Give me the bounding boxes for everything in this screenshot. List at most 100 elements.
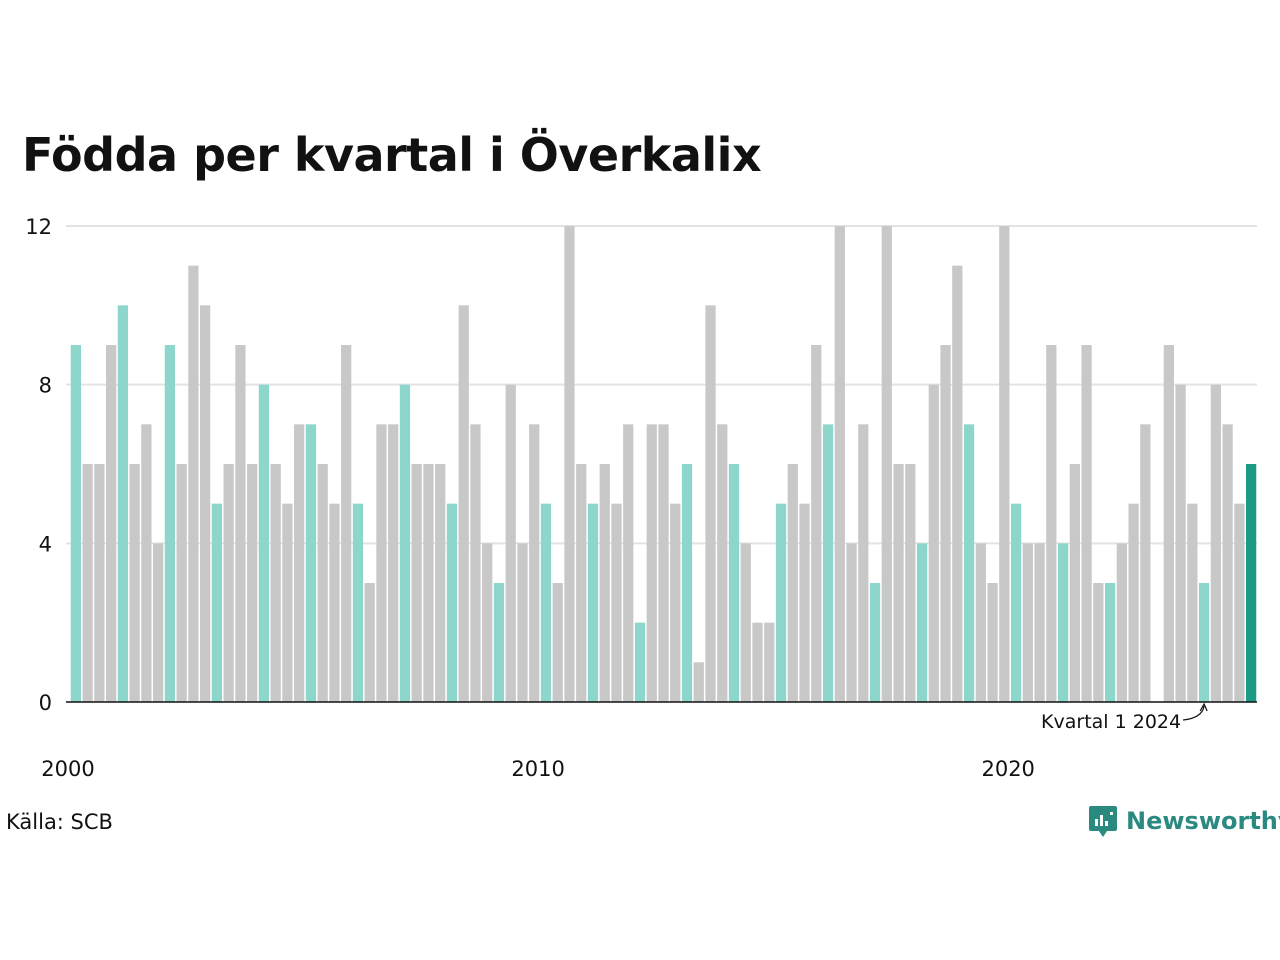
bar	[258, 384, 270, 702]
bar	[282, 503, 293, 702]
bar	[1104, 583, 1116, 702]
bar	[1046, 345, 1057, 702]
bar	[999, 226, 1010, 702]
annotation-arrow	[1183, 705, 1205, 721]
bar	[940, 345, 951, 702]
bar	[728, 464, 740, 702]
bar	[117, 305, 129, 702]
bar	[164, 345, 176, 702]
bar	[752, 622, 763, 702]
bar	[705, 305, 716, 702]
bar	[1245, 464, 1257, 702]
bar	[423, 464, 434, 702]
bar	[376, 424, 387, 702]
bar	[611, 503, 622, 702]
bar	[517, 543, 528, 702]
y-tick-label: 12	[25, 215, 52, 239]
bar	[540, 503, 552, 702]
bar	[529, 424, 540, 702]
bar	[1069, 464, 1080, 702]
bar	[352, 503, 364, 702]
bar	[1222, 424, 1233, 702]
bar	[411, 464, 422, 702]
y-tick-label: 8	[39, 374, 52, 398]
bar	[70, 345, 82, 702]
bar	[82, 464, 93, 702]
bar	[305, 424, 317, 702]
newsworthy-logo-icon	[1089, 806, 1117, 837]
bar	[658, 424, 669, 702]
annotation-label: Kvartal 1 2024	[1041, 711, 1181, 733]
bar	[1234, 503, 1245, 702]
bar	[634, 622, 646, 702]
bar	[564, 226, 575, 702]
bar	[740, 543, 751, 702]
bar	[646, 424, 657, 702]
bar	[587, 503, 599, 702]
bar	[94, 464, 105, 702]
bar	[1163, 345, 1174, 702]
bar	[493, 583, 505, 702]
bar	[869, 583, 881, 702]
x-tick-label: 2020	[981, 757, 1034, 781]
bar	[505, 384, 516, 702]
bar	[270, 464, 281, 702]
x-tick-label: 2010	[511, 757, 564, 781]
bar	[975, 543, 986, 702]
bar	[623, 424, 634, 702]
bar	[881, 226, 892, 702]
bar	[1057, 543, 1069, 702]
bar-chart: 0 4 8 12 2000 2010 2020 Kvartal 1 2024	[25, 215, 1257, 781]
bar	[329, 503, 340, 702]
bar	[846, 543, 857, 702]
bar	[399, 384, 411, 702]
bar	[153, 543, 164, 702]
bar	[482, 543, 493, 702]
bar	[1093, 583, 1104, 702]
bar	[822, 424, 834, 702]
bar	[811, 345, 822, 702]
bar	[458, 305, 469, 702]
bar	[963, 424, 975, 702]
bar	[764, 622, 775, 702]
bar	[834, 226, 845, 702]
bar	[176, 464, 187, 702]
bar	[1010, 503, 1022, 702]
source-note: Källa: SCB	[6, 810, 113, 834]
bar	[446, 503, 458, 702]
bar	[294, 424, 305, 702]
bar	[1081, 345, 1092, 702]
bar	[188, 265, 199, 702]
bar	[576, 464, 587, 702]
bar	[247, 464, 258, 702]
bar	[681, 464, 693, 702]
bar	[388, 424, 399, 702]
bar	[599, 464, 610, 702]
y-tick-label: 0	[39, 691, 52, 715]
brand-name: Newsworthy	[1126, 807, 1280, 835]
bar	[1175, 384, 1186, 702]
bar	[858, 424, 869, 702]
bar	[106, 345, 117, 702]
bar	[129, 464, 140, 702]
y-tick-label: 4	[39, 532, 52, 556]
bar	[987, 583, 998, 702]
bar	[893, 464, 904, 702]
bar	[1187, 503, 1198, 702]
annotation-arrowhead	[1199, 702, 1208, 712]
bar	[787, 464, 798, 702]
bar	[1140, 424, 1151, 702]
bar	[317, 464, 328, 702]
bar	[670, 503, 681, 702]
bar	[470, 424, 481, 702]
bar	[952, 265, 963, 702]
bar	[1128, 503, 1139, 702]
bar	[435, 464, 446, 702]
bar	[1116, 543, 1127, 702]
bar	[799, 503, 810, 702]
bar	[905, 464, 916, 702]
bar	[717, 424, 728, 702]
bar	[1022, 543, 1033, 702]
x-tick-label: 2000	[41, 757, 94, 781]
bar	[1210, 384, 1221, 702]
